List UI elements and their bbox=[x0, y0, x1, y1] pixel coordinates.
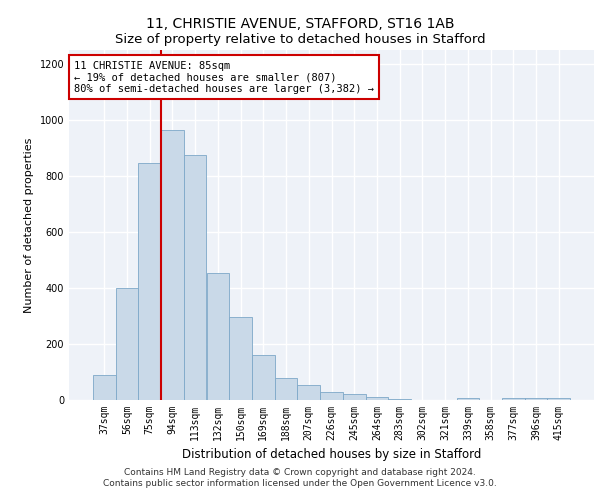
Bar bbox=[388, 398, 411, 400]
Text: 11 CHRISTIE AVENUE: 85sqm
← 19% of detached houses are smaller (807)
80% of semi: 11 CHRISTIE AVENUE: 85sqm ← 19% of detac… bbox=[74, 60, 374, 94]
Bar bbox=[502, 398, 524, 400]
Bar bbox=[275, 378, 298, 400]
Bar bbox=[298, 386, 320, 400]
Text: Contains HM Land Registry data © Crown copyright and database right 2024.
Contai: Contains HM Land Registry data © Crown c… bbox=[103, 468, 497, 487]
Bar bbox=[161, 130, 184, 400]
Bar bbox=[139, 164, 161, 400]
Bar bbox=[206, 272, 229, 400]
Bar bbox=[116, 288, 139, 400]
Bar bbox=[524, 398, 547, 400]
X-axis label: Distribution of detached houses by size in Stafford: Distribution of detached houses by size … bbox=[182, 448, 481, 462]
Text: Size of property relative to detached houses in Stafford: Size of property relative to detached ho… bbox=[115, 32, 485, 46]
Bar bbox=[343, 394, 365, 400]
Y-axis label: Number of detached properties: Number of detached properties bbox=[24, 138, 34, 312]
Bar bbox=[184, 155, 206, 400]
Bar bbox=[93, 375, 116, 400]
Bar bbox=[547, 398, 570, 400]
Text: 11, CHRISTIE AVENUE, STAFFORD, ST16 1AB: 11, CHRISTIE AVENUE, STAFFORD, ST16 1AB bbox=[146, 18, 454, 32]
Bar bbox=[252, 355, 275, 400]
Bar bbox=[457, 398, 479, 400]
Bar bbox=[229, 318, 252, 400]
Bar bbox=[365, 396, 388, 400]
Bar bbox=[320, 392, 343, 400]
